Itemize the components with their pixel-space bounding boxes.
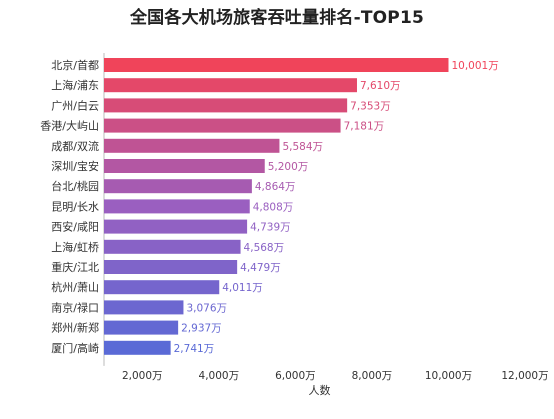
bar — [104, 159, 265, 173]
category-label: 上海/虹桥 — [51, 240, 99, 254]
category-label: 广州/白云 — [51, 98, 99, 112]
value-label: 5,584万 — [282, 141, 323, 153]
category-label: 厦门/高崎 — [51, 341, 99, 355]
value-label: 7,353万 — [350, 100, 391, 112]
bar — [104, 280, 220, 295]
value-label: 4,864万 — [255, 181, 296, 193]
x-tick-label: 12,000万 — [501, 370, 548, 382]
value-label: 4,739万 — [250, 222, 291, 234]
category-label: 香港/大屿山 — [40, 119, 99, 133]
x-axis-label: 人数 — [309, 384, 331, 397]
category-label: 台北/桃园 — [51, 179, 99, 193]
value-label: 7,610万 — [360, 80, 401, 92]
value-label: 2,741万 — [174, 343, 215, 355]
value-label: 3,076万 — [186, 302, 227, 314]
x-tick-label: 2,000万 — [122, 370, 163, 382]
value-label: 4,479万 — [240, 262, 281, 274]
bar — [104, 78, 357, 93]
category-label: 深圳/宝安 — [51, 159, 99, 173]
value-label: 4,808万 — [253, 201, 294, 213]
bar — [104, 199, 250, 214]
bar — [104, 98, 348, 113]
x-tick-label: 6,000万 — [275, 370, 316, 382]
chart-title: 全国各大机场旅客吞吐量排名-TOP15 — [129, 8, 425, 28]
value-label: 4,568万 — [244, 242, 285, 254]
bar — [104, 340, 171, 355]
x-tick-label: 8,000万 — [352, 370, 393, 382]
bar — [104, 300, 184, 315]
category-label: 重庆/江北 — [51, 260, 99, 274]
x-tick-label: 10,000万 — [425, 370, 472, 382]
category-label: 上海/浦东 — [51, 78, 99, 92]
bar — [104, 320, 179, 335]
category-label: 西安/咸阳 — [51, 220, 99, 234]
x-tick-label: 4,000万 — [199, 370, 240, 382]
category-label: 北京/首都 — [51, 58, 99, 72]
bar — [104, 179, 252, 194]
bar — [104, 118, 341, 133]
value-label: 4,011万 — [222, 282, 263, 294]
value-label: 10,001万 — [451, 60, 498, 72]
bar — [104, 219, 248, 234]
category-label: 南京/禄口 — [51, 300, 99, 314]
category-label: 杭州/萧山 — [51, 280, 99, 294]
bar — [104, 260, 238, 274]
bar — [104, 58, 449, 72]
category-label: 昆明/长水 — [51, 200, 99, 213]
category-label: 郑州/新郑 — [51, 321, 99, 335]
bar — [104, 239, 241, 254]
value-label: 5,200万 — [268, 161, 309, 173]
category-label: 成都/双流 — [51, 139, 99, 153]
value-label: 2,937万 — [181, 323, 222, 335]
bar — [104, 138, 280, 153]
value-label: 7,181万 — [344, 121, 385, 133]
